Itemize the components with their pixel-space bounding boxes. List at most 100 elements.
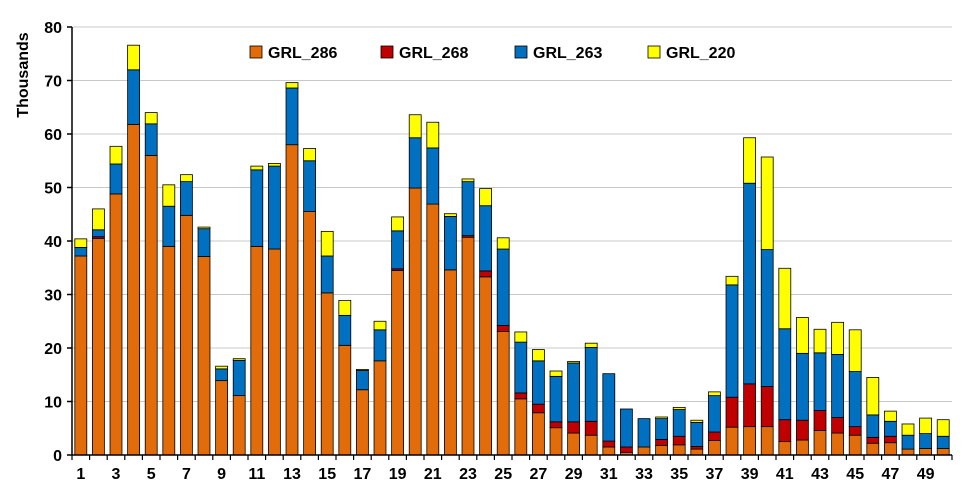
bar-segment-grl-286-23 <box>461 236 475 456</box>
bar-segment-grl-220-20 <box>408 114 422 139</box>
bar-segment-grl-220-26 <box>514 331 528 343</box>
y-axis-title: Thousands <box>15 32 32 117</box>
y-tick-label: 80 <box>44 20 62 37</box>
x-tick-label: 11 <box>248 466 265 483</box>
bar-segment-grl-263-10 <box>232 359 246 397</box>
bar-segment-grl-263-45 <box>848 371 862 428</box>
x-tick-label: 29 <box>565 466 583 483</box>
x-tick-label: 27 <box>530 466 548 483</box>
x-tick-label: 7 <box>182 466 191 483</box>
bar-segment-grl-268-45 <box>848 426 862 436</box>
bar-segment-grl-263-24 <box>479 205 492 272</box>
bar-segment-grl-268-42 <box>796 419 809 441</box>
bar-segment-grl-263-35 <box>672 409 686 437</box>
bar-segment-grl-263-4 <box>127 69 140 125</box>
bar-segment-grl-263-50 <box>936 435 950 449</box>
bar-segment-grl-286-42 <box>796 439 809 456</box>
bar-segment-grl-220-18 <box>373 320 387 331</box>
bar-segment-grl-220-1 <box>74 238 88 248</box>
legend-label-grl-220: GRL_220 <box>666 45 735 62</box>
bar-segment-grl-263-30 <box>584 347 598 422</box>
bar-segment-grl-220-47 <box>884 410 897 422</box>
bar-segment-grl-220-21 <box>426 121 440 149</box>
x-tick-labels: 1 3 5 7 9 11 13 15 17 19 21 23 25 27 29 31 33 35 37 39 41 43 4… <box>76 466 934 483</box>
bar-segment-grl-263-26 <box>514 341 528 394</box>
bar-segment-grl-286-37 <box>708 440 721 456</box>
x-tick-label: 15 <box>318 466 336 483</box>
bar-segment-grl-268-47 <box>884 435 897 444</box>
legend-swatch-grl-263 <box>514 45 528 59</box>
legend-swatch-grl-220 <box>647 45 661 59</box>
y-tick-label: 30 <box>44 288 62 305</box>
bar-segment-grl-263-7 <box>180 181 193 216</box>
bar-segment-grl-220-45 <box>848 329 862 372</box>
bar-segment-grl-286-25 <box>496 331 510 456</box>
bar-segment-grl-286-49 <box>919 448 932 456</box>
bar-segment-grl-263-42 <box>796 352 809 421</box>
y-tick-label: 70 <box>44 74 62 91</box>
bar-segment-grl-263-14 <box>303 160 316 212</box>
bar-segment-grl-286-21 <box>426 203 440 456</box>
bar-segment-grl-263-31 <box>602 373 616 442</box>
y-tick-label: 60 <box>44 127 62 144</box>
bar-segment-grl-220-9 <box>215 365 228 370</box>
bar-segment-grl-286-36 <box>690 448 704 456</box>
bar-segment-grl-263-29 <box>567 362 580 423</box>
bar-segment-grl-263-47 <box>884 420 897 437</box>
x-tick-label: 37 <box>706 466 724 483</box>
bar-segment-grl-220-44 <box>831 321 844 355</box>
bar-segment-grl-263-49 <box>919 433 932 449</box>
bar-segment-grl-263-36 <box>690 421 704 447</box>
bar-segment-grl-286-9 <box>215 380 228 456</box>
bar-segment-grl-263-22 <box>444 215 457 271</box>
bar-segment-grl-220-34 <box>655 416 668 420</box>
bar-segment-grl-263-44 <box>831 354 844 418</box>
bar-segment-grl-220-36 <box>690 419 704 423</box>
bar-segment-grl-263-23 <box>461 181 475 237</box>
y-tick-label: 20 <box>44 341 62 358</box>
bar-segment-grl-286-14 <box>303 211 316 456</box>
bar-segment-grl-220-11 <box>250 165 264 171</box>
bar-segment-grl-220-3 <box>109 145 123 165</box>
bar-segment-grl-286-13 <box>285 144 299 456</box>
bar-segment-grl-286-33 <box>637 446 651 456</box>
bar-segment-grl-286-29 <box>567 432 580 456</box>
x-tick-label: 13 <box>283 466 301 483</box>
bar-segment-grl-286-30 <box>584 434 598 456</box>
bar-segment-grl-286-5 <box>144 154 158 456</box>
bar-segment-grl-220-41 <box>778 267 792 330</box>
y-tick-label: 10 <box>44 395 62 412</box>
bar-segment-grl-268-38 <box>725 396 739 428</box>
x-tick-label: 41 <box>776 466 794 483</box>
bar-segment-grl-220-28 <box>549 370 563 377</box>
bar-segment-grl-220-15 <box>320 230 334 257</box>
bar-segment-grl-286-46 <box>866 442 880 456</box>
bar-segment-grl-263-25 <box>496 248 510 326</box>
bar-segment-grl-268-31 <box>602 440 616 448</box>
bar-segment-grl-268-35 <box>672 435 686 446</box>
x-tick-label: 49 <box>917 466 935 483</box>
legend-swatch-grl-268 <box>380 45 394 59</box>
bar-segment-grl-263-19 <box>391 230 404 270</box>
x-tick-label: 3 <box>112 466 121 483</box>
bar-segment-grl-263-43 <box>813 352 827 411</box>
bar-segment-grl-220-14 <box>303 148 316 162</box>
bar-segment-grl-220-6 <box>162 184 176 207</box>
y-tick-label: 0 <box>53 448 62 465</box>
bar-segment-grl-263-39 <box>743 182 756 385</box>
bar-segment-grl-268-30 <box>584 420 598 436</box>
x-tick-label: 35 <box>670 466 688 483</box>
axes <box>67 26 953 460</box>
legend-label-grl-286: GRL_286 <box>268 45 337 62</box>
bar-segment-grl-268-41 <box>778 419 792 443</box>
bar-segment-grl-268-46 <box>866 436 880 444</box>
bar-segment-grl-220-48 <box>901 423 915 436</box>
bar-segment-grl-220-12 <box>268 163 281 167</box>
bar-segment-grl-286-39 <box>743 426 756 456</box>
bar-segment-grl-263-21 <box>426 147 440 205</box>
bar-segment-grl-286-7 <box>180 214 193 456</box>
bar-segment-grl-286-28 <box>549 427 563 456</box>
bar-segment-grl-268-29 <box>567 421 580 434</box>
bar-segment-grl-220-35 <box>672 406 686 410</box>
y-tick-label: 40 <box>44 234 62 251</box>
